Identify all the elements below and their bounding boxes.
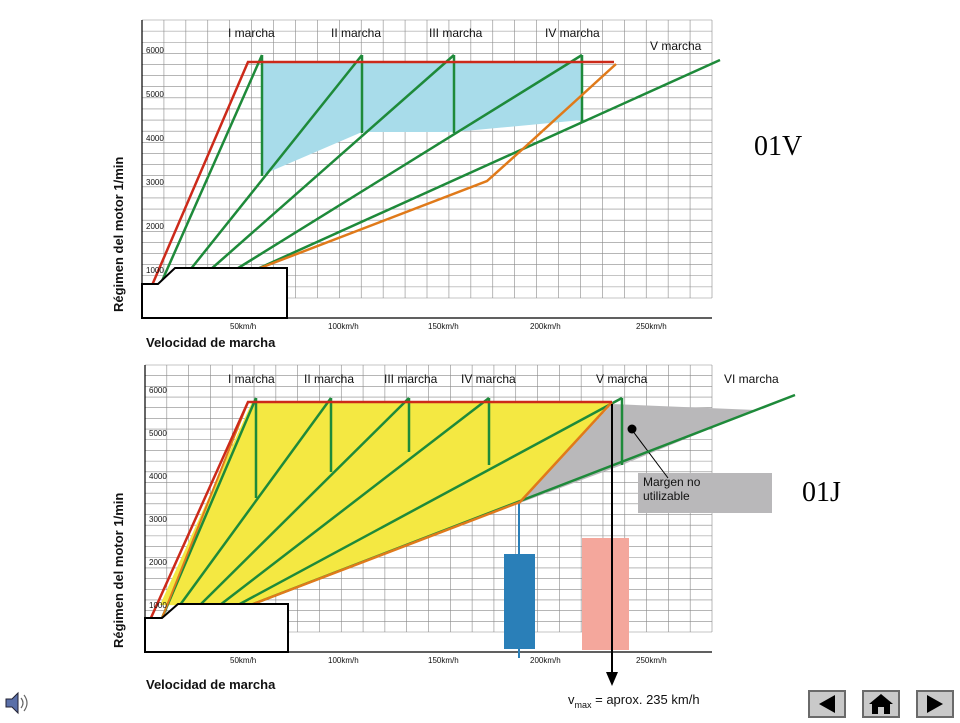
pink-bar bbox=[582, 538, 629, 650]
gear-label-4: IV marcha bbox=[461, 372, 516, 386]
gear-label-2: II marcha bbox=[331, 26, 381, 40]
slide-label-bottom: 01J bbox=[802, 477, 841, 508]
x-tick-150: 150km/h bbox=[428, 656, 459, 665]
x-axis-title: Velocidad de marcha bbox=[146, 677, 276, 692]
y-tick-3000: 3000 bbox=[149, 515, 167, 524]
home-button[interactable] bbox=[862, 690, 900, 718]
orange-edge-right bbox=[247, 401, 613, 608]
gear-label-5: V marcha bbox=[650, 39, 702, 53]
triangle-left-icon bbox=[819, 695, 835, 713]
y-tick-5000: 5000 bbox=[146, 90, 164, 99]
redline bbox=[148, 60, 614, 291]
vmax-text: = aprox. 235 km/h bbox=[592, 692, 700, 707]
margin-annotation-line2: utilizable bbox=[643, 489, 690, 503]
gear-line-3 bbox=[209, 54, 455, 271]
y-tick-2000: 2000 bbox=[146, 222, 164, 231]
vmax-arrowhead bbox=[606, 672, 618, 686]
gray-region-lower bbox=[520, 404, 622, 503]
prev-slide-button[interactable] bbox=[808, 690, 846, 718]
speaker-icon-glyph bbox=[5, 691, 28, 715]
gear-line-4 bbox=[234, 53, 583, 272]
y-axis-title: Régimen del motor 1/min bbox=[111, 493, 126, 648]
gear-label-6: VI marcha bbox=[724, 372, 779, 386]
vmax-subscript: max bbox=[575, 700, 593, 710]
speaker-icon[interactable] bbox=[4, 688, 34, 718]
margin-annotation-box bbox=[638, 473, 772, 513]
x-tick-250: 250km/h bbox=[636, 322, 667, 331]
y-tick-4000: 4000 bbox=[149, 472, 167, 481]
blue-bar bbox=[504, 554, 535, 649]
gear-line-2 bbox=[178, 397, 333, 606]
gear-label-1: I marcha bbox=[228, 26, 275, 40]
idle-box bbox=[144, 603, 289, 653]
y-tick-2000: 2000 bbox=[149, 558, 167, 567]
annotation-dot bbox=[627, 424, 637, 434]
y-tick-6000: 6000 bbox=[149, 386, 167, 395]
home-icon bbox=[869, 694, 893, 714]
gear-line-4 bbox=[219, 397, 490, 606]
gear-line-1 bbox=[156, 54, 264, 291]
chart-top: I marcha II marcha III marcha IV marcha … bbox=[111, 19, 721, 350]
y-axis-title: Régimen del motor 1/min bbox=[111, 157, 126, 312]
margin-annotation-text: Margen no utilizable bbox=[643, 475, 704, 503]
gear-label-1: I marcha bbox=[228, 372, 275, 386]
x-tick-100: 100km/h bbox=[328, 656, 359, 665]
gear-line-5 bbox=[237, 396, 623, 607]
gear-label-3: III marcha bbox=[384, 372, 438, 386]
y-tick-1000: 1000 bbox=[146, 266, 164, 275]
triangle-right-icon bbox=[927, 695, 943, 713]
slide-label-top: 01V bbox=[754, 131, 802, 162]
x-tick-50: 50km/h bbox=[230, 322, 256, 331]
gear-label-2: II marcha bbox=[304, 372, 354, 386]
x-axis-title: Velocidad de marcha bbox=[146, 335, 276, 350]
x-tick-100: 100km/h bbox=[328, 322, 359, 331]
vmax-symbol: v bbox=[568, 692, 575, 707]
y-tick-3000: 3000 bbox=[146, 178, 164, 187]
gear-line-5 bbox=[254, 58, 721, 272]
gear-label-4: IV marcha bbox=[545, 26, 600, 40]
y-tick-1000: 1000 bbox=[149, 601, 167, 610]
yellow-region bbox=[160, 402, 612, 606]
annotation-leader bbox=[631, 429, 669, 479]
vmax-label: vmax = aprox. 235 km/h bbox=[568, 692, 700, 710]
redline bbox=[148, 400, 612, 621]
x-tick-50: 50km/h bbox=[230, 656, 256, 665]
x-tick-200: 200km/h bbox=[530, 322, 561, 331]
gray-region bbox=[612, 404, 756, 465]
x-tick-200: 200km/h bbox=[530, 656, 561, 665]
idle-box bbox=[141, 267, 288, 319]
x-tick-150: 150km/h bbox=[428, 322, 459, 331]
gear-line-3 bbox=[199, 397, 410, 606]
gear-label-3: III marcha bbox=[429, 26, 483, 40]
gear-line-2 bbox=[189, 54, 363, 271]
orange-curve bbox=[254, 63, 617, 272]
y-tick-6000: 6000 bbox=[146, 46, 164, 55]
orange-edge-left bbox=[161, 401, 249, 619]
y-tick-4000: 4000 bbox=[146, 134, 164, 143]
gear-label-5: V marcha bbox=[596, 372, 648, 386]
next-slide-button[interactable] bbox=[916, 690, 954, 718]
x-tick-250: 250km/h bbox=[636, 656, 667, 665]
y-tick-5000: 5000 bbox=[149, 429, 167, 438]
chart-bottom: Margen no utilizable I marcha II marcha … bbox=[111, 364, 796, 710]
margin-annotation-line1: Margen no bbox=[643, 475, 701, 489]
